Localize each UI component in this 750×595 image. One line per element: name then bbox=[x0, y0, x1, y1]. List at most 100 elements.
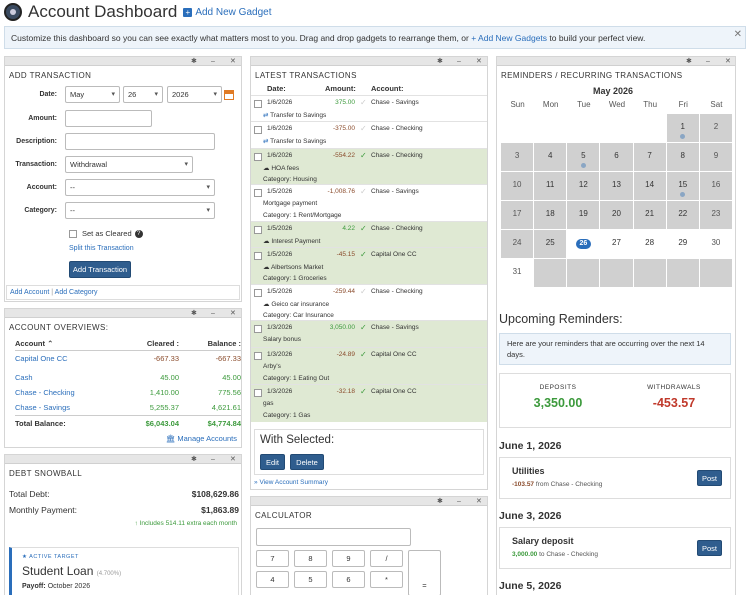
row-checkbox[interactable] bbox=[254, 389, 262, 397]
calendar-day[interactable]: 2 bbox=[699, 114, 733, 143]
calendar-day[interactable]: 19 bbox=[567, 201, 601, 230]
calendar-day[interactable]: 10 bbox=[501, 172, 535, 201]
view-account-summary-link[interactable]: » View Account Summary bbox=[254, 479, 328, 486]
uncleared-check-icon[interactable]: ✓ bbox=[360, 287, 367, 296]
col-balance[interactable]: Balance : bbox=[207, 338, 241, 348]
col-cleared[interactable]: Cleared : bbox=[146, 338, 179, 348]
description-input[interactable] bbox=[65, 133, 215, 150]
calendar-day[interactable]: 30 bbox=[699, 230, 733, 259]
minimize-icon[interactable]: – bbox=[211, 456, 215, 463]
calc-key-5[interactable]: 5 bbox=[294, 571, 327, 588]
year-select[interactable]: 2026 bbox=[167, 86, 222, 103]
help-icon[interactable]: ? bbox=[134, 229, 143, 238]
day-select[interactable]: 26 bbox=[123, 86, 163, 103]
minimize-icon[interactable]: – bbox=[457, 498, 461, 505]
account-select[interactable]: -- bbox=[65, 179, 215, 196]
calc-key-4[interactable]: 4 bbox=[256, 571, 289, 588]
calc-key-equals[interactable]: = bbox=[408, 550, 441, 595]
minimize-icon[interactable]: – bbox=[211, 310, 215, 317]
uncleared-check-icon[interactable]: ✓ bbox=[360, 124, 367, 133]
row-checkbox[interactable] bbox=[254, 226, 262, 234]
transaction-row[interactable]: 1/3/2026 -24.89 ✓ Capital One CC Arby's … bbox=[251, 347, 487, 384]
row-checkbox[interactable] bbox=[254, 352, 262, 360]
transaction-row[interactable]: 1/6/2026 -375.00 ✓ Chase - Checking ⇄ Tr… bbox=[251, 121, 487, 148]
transaction-row[interactable]: 1/5/2026 -45.15 ✓ Capital One CC ☁ Alber… bbox=[251, 247, 487, 284]
close-icon[interactable]: ✕ bbox=[733, 29, 742, 40]
calendar-day[interactable]: 16 bbox=[699, 172, 733, 201]
row-checkbox[interactable] bbox=[254, 189, 262, 197]
row-checkbox[interactable] bbox=[254, 153, 262, 161]
calendar-day[interactable]: 14 bbox=[633, 172, 667, 201]
add-transaction-button[interactable]: Add Transaction bbox=[69, 261, 131, 278]
account-name-link[interactable]: Chase - Savings bbox=[15, 403, 71, 412]
cleared-check-icon[interactable]: ✓ bbox=[360, 387, 367, 396]
close-icon[interactable]: ✕ bbox=[476, 498, 482, 505]
calendar-day[interactable]: 4 bbox=[534, 143, 568, 172]
set-cleared-checkbox[interactable] bbox=[69, 229, 77, 238]
transaction-row[interactable]: 1/5/2026 -259.44 ✓ Chase - Checking ☁ Ge… bbox=[251, 284, 487, 320]
category-select[interactable]: -- bbox=[65, 202, 215, 219]
close-icon[interactable]: ✕ bbox=[230, 456, 236, 463]
calendar-day[interactable]: 6 bbox=[600, 143, 634, 172]
add-category-link[interactable]: Add Category bbox=[54, 289, 98, 296]
col-account[interactable]: Account ⌃ bbox=[15, 338, 54, 348]
account-name-link[interactable]: Chase - Checking bbox=[15, 388, 75, 397]
uncleared-check-icon[interactable]: ✓ bbox=[360, 187, 367, 196]
row-checkbox[interactable] bbox=[254, 252, 262, 260]
calendar-day[interactable]: 3 bbox=[501, 143, 535, 172]
row-checkbox[interactable] bbox=[254, 100, 262, 108]
calendar-day-today[interactable]: 26 bbox=[567, 230, 601, 259]
row-checkbox[interactable] bbox=[254, 289, 262, 297]
minimize-icon[interactable]: – bbox=[211, 58, 215, 65]
gear-icon[interactable]: ✱ bbox=[191, 58, 197, 65]
row-checkbox[interactable] bbox=[254, 325, 262, 333]
manage-accounts-link[interactable]: 🏛 Manage Accounts bbox=[166, 434, 237, 443]
account-name-link[interactable]: Cash bbox=[15, 373, 33, 382]
account-name-link[interactable]: Capital One CC bbox=[15, 354, 68, 363]
row-checkbox[interactable] bbox=[254, 126, 262, 134]
transaction-type-select[interactable]: Withdrawal bbox=[65, 156, 193, 173]
delete-button[interactable]: Delete bbox=[290, 454, 324, 470]
gear-icon[interactable]: ✱ bbox=[437, 498, 443, 505]
calendar-day[interactable]: 1 bbox=[666, 114, 700, 143]
edit-button[interactable]: Edit bbox=[260, 454, 285, 470]
calendar-day[interactable]: 7 bbox=[633, 143, 667, 172]
calc-key-8[interactable]: 8 bbox=[294, 550, 327, 567]
cleared-check-icon[interactable]: ✓ bbox=[360, 224, 367, 233]
cleared-check-icon[interactable]: ✓ bbox=[360, 350, 367, 359]
gear-icon[interactable]: ✱ bbox=[437, 58, 443, 65]
calendar-day[interactable]: 5 bbox=[567, 143, 601, 172]
minimize-icon[interactable]: – bbox=[706, 58, 710, 65]
amount-input[interactable] bbox=[65, 110, 152, 127]
calendar-day[interactable]: 9 bbox=[699, 143, 733, 172]
cleared-check-icon[interactable]: ✓ bbox=[360, 250, 367, 259]
calendar-icon[interactable] bbox=[224, 89, 234, 100]
calendar-day[interactable]: 27 bbox=[600, 230, 634, 259]
gear-icon[interactable]: ✱ bbox=[686, 58, 692, 65]
calendar-day[interactable]: 18 bbox=[534, 201, 568, 230]
split-transaction-link[interactable]: Split this Transaction bbox=[69, 245, 134, 252]
calendar-day[interactable]: 15 bbox=[666, 172, 700, 201]
calendar-day[interactable]: 21 bbox=[633, 201, 667, 230]
calendar-day[interactable]: 29 bbox=[666, 230, 700, 259]
minimize-icon[interactable]: – bbox=[457, 58, 461, 65]
close-icon[interactable]: ✕ bbox=[230, 310, 236, 317]
calc-key-9[interactable]: 9 bbox=[332, 550, 365, 567]
close-icon[interactable]: ✕ bbox=[230, 58, 236, 65]
calendar-day[interactable]: 13 bbox=[600, 172, 634, 201]
transaction-row[interactable]: 1/5/2026 -1,008.76 ✓ Chase - Savings Mor… bbox=[251, 184, 487, 221]
calc-key-7[interactable]: 7 bbox=[256, 550, 289, 567]
transaction-row[interactable]: 1/6/2026 -554.22 ✓ Chase - Checking ☁ HO… bbox=[251, 148, 487, 184]
calendar-day[interactable]: 11 bbox=[534, 172, 568, 201]
month-select[interactable]: May bbox=[65, 86, 120, 103]
calendar-day[interactable]: 23 bbox=[699, 201, 733, 230]
cleared-check-icon[interactable]: ✓ bbox=[360, 151, 367, 160]
calendar-day[interactable]: 28 bbox=[633, 230, 667, 259]
calculator-display[interactable] bbox=[256, 528, 411, 546]
calendar-day[interactable]: 22 bbox=[666, 201, 700, 230]
notice-add-gadgets-link[interactable]: + Add New Gadgets bbox=[471, 33, 548, 43]
gear-icon[interactable]: ✱ bbox=[191, 456, 197, 463]
calendar-day[interactable]: 20 bbox=[600, 201, 634, 230]
calendar-day[interactable]: 25 bbox=[534, 230, 568, 259]
close-icon[interactable]: ✕ bbox=[476, 58, 482, 65]
